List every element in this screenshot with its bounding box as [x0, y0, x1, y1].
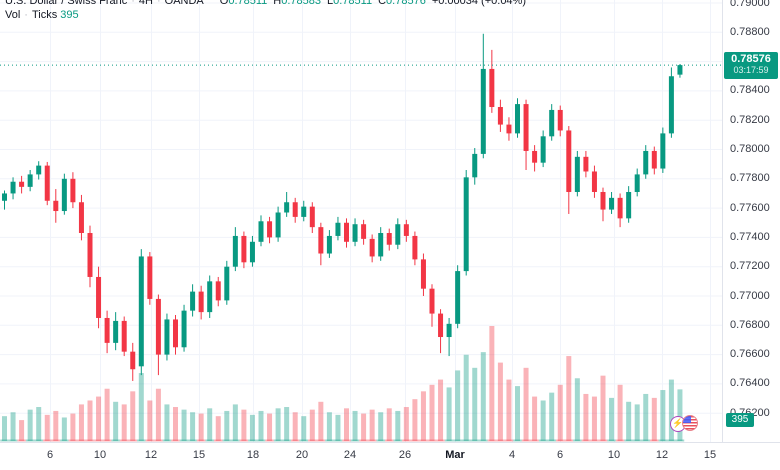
price-tick-label: 0.76200 [730, 407, 770, 419]
price-tick-label: 0.77600 [730, 201, 770, 214]
time-tick-label: 26 [398, 449, 412, 461]
volume-value: 395 [60, 9, 79, 21]
volume-indicator-label[interactable]: Vol [5, 9, 21, 21]
time-tick-label: 12 [655, 449, 669, 461]
flag-canton [683, 416, 691, 423]
us-flag-event-icon[interactable] [682, 415, 698, 431]
time-tick-label: 6 [556, 449, 564, 461]
price-tick-label: 0.76400 [730, 377, 770, 390]
grid-lines [0, 0, 722, 442]
open-value: 0.78511 [228, 0, 268, 7]
price-tick-label: 0.76800 [730, 318, 770, 331]
time-tick-label: 18 [246, 449, 260, 461]
ohlc-values: O0.78511 H0.78583 L0.78511 C0.78576 +0.00034… [214, 0, 526, 7]
bar-countdown-timer: 03:17:59 [733, 64, 769, 75]
candlestick-chart-pane[interactable] [0, 0, 722, 442]
current-volume-badge: 395 [726, 413, 754, 427]
time-tick-label: 24 [343, 449, 357, 461]
candles [2, 33, 683, 381]
volume-source-label[interactable]: Ticks [31, 9, 58, 21]
price-tick-label: 0.76600 [730, 348, 770, 361]
low-value: 0.78511 [333, 0, 373, 7]
current-price-label: 0.78576 [731, 52, 771, 65]
time-tick-label: 6 [46, 449, 54, 461]
price-tick-label: 0.78400 [730, 84, 770, 97]
time-tick-label: 10 [607, 449, 621, 461]
current-price-badge: 0.78576 03:17:59 [724, 51, 778, 79]
price-tick-label: 0.77400 [730, 230, 770, 243]
time-tick-label: 4 [508, 449, 516, 461]
price-tick-label: 0.78800 [730, 25, 770, 38]
time-tick-label: 20 [295, 449, 309, 461]
price-tick-label: 0.78200 [730, 113, 770, 126]
high-value: 0.78583 [281, 0, 322, 7]
price-tick-label: 0.77200 [730, 260, 770, 273]
volume-legend: Vol · Ticks 395 [5, 9, 79, 21]
time-tick-label: Mar [445, 449, 465, 461]
price-tick-label: 0.79000 [730, 0, 770, 9]
time-scale[interactable]: 6 10 12 15 18 20 24 26 Mar 4 6 10 12 15 [0, 442, 780, 470]
time-tick-label: 15 [703, 449, 717, 461]
interval-label[interactable]: 4H [138, 0, 153, 7]
time-tick-label: 15 [192, 449, 206, 461]
time-tick-label: 12 [144, 449, 158, 461]
session-strip [0, 439, 685, 442]
exchange-label[interactable]: OANDA [164, 0, 204, 7]
close-value: 0.78576 [386, 0, 426, 7]
price-tick-label: 0.77000 [730, 289, 770, 302]
price-tick-label: 0.78000 [730, 143, 770, 155]
symbol-name[interactable]: U.S. Dollar / Swiss Franc [5, 0, 128, 7]
change-value: +0.00034 (+0.04%) [431, 0, 526, 7]
volume-bars [2, 326, 683, 442]
time-tick-label: 10 [93, 449, 107, 461]
price-tick-label: 0.77800 [730, 172, 770, 185]
chart-legend: U.S. Dollar / Swiss Franc · 4H · OANDA O0.785… [5, 0, 526, 7]
